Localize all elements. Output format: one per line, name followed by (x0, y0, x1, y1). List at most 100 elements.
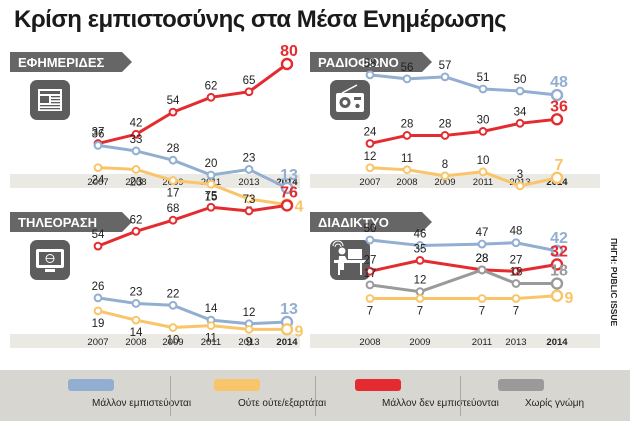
data-label-distrust: 54 (92, 229, 105, 241)
newspaper-line (40, 108, 60, 110)
data-label-distrust: 62 (130, 214, 143, 226)
data-point-distrust (206, 202, 216, 212)
radio-knob (355, 103, 360, 109)
data-label-neither: 11 (205, 333, 217, 345)
panel-label-bg (310, 212, 432, 232)
series-line-distrust (96, 203, 289, 248)
data-point-noanswer (477, 265, 487, 275)
data-label-trust: 33 (130, 134, 143, 146)
data-point-neither (550, 171, 564, 185)
x-tick-label: 2007 (87, 337, 108, 348)
desk-leg (360, 263, 362, 275)
data-label-distrust: 27 (364, 254, 377, 266)
x-tick-label: 2011 (201, 337, 221, 348)
charts-canvas: ΕΦΗΜΕΡΙΔΕΣ200720082009201120132014374254… (10, 43, 600, 348)
data-label-trust: 47 (476, 227, 489, 239)
data-label-neither: 9 (246, 336, 252, 348)
data-point-neither (131, 165, 141, 174)
legend-label: Μάλλον δεν εμπιστεύονται (382, 398, 499, 409)
data-point-neither (415, 294, 425, 303)
data-label-trust: 50 (514, 74, 527, 86)
data-point-trust (93, 293, 103, 303)
data-label-noanswer: 12 (414, 275, 427, 287)
series-line-trust (96, 143, 289, 190)
x-axis-band (10, 174, 300, 188)
data-point-distrust (244, 206, 254, 216)
series-line-trust (368, 73, 559, 97)
data-point-trust (515, 86, 525, 96)
data-label-distrust: 54 (167, 95, 180, 107)
wifi-signal (334, 243, 342, 248)
data-point-neither (402, 165, 412, 175)
data-point-trust (206, 170, 216, 180)
data-label-neither: 12 (364, 151, 377, 163)
panel-label: ΔΙΑΔΙΚΤΥΟ (318, 215, 389, 230)
radio-dial (354, 97, 361, 100)
series-line-neither (368, 166, 559, 188)
data-label-trust: 58 (364, 58, 377, 70)
radio-antenna (341, 84, 358, 94)
data-label-neither: 8 (442, 159, 448, 171)
legend: Μάλλον εμπιστεύονται Ούτε ούτε/εξαρτάται Μ… (0, 370, 630, 421)
data-label-distrust: 73 (243, 194, 256, 206)
data-label-distrust: 27 (510, 254, 523, 266)
data-label-trust: 13 (280, 167, 298, 184)
data-point-trust (415, 241, 425, 250)
data-point-neither (206, 179, 216, 189)
source-note-text: ΠΗΓΗ: PUBLIC ISSUE (609, 238, 619, 327)
x-tick-label: 2013 (238, 177, 259, 188)
panel-1: ΕΦΗΜΕΡΙΔΕΣ200720082009201120132014374254… (10, 43, 304, 218)
legend-label: Μάλλον εμπιστεύονται (92, 398, 192, 409)
data-point-distrust (280, 57, 294, 71)
tv-icon (30, 240, 70, 280)
data-label-distrust: 68 (167, 203, 180, 215)
data-label-neither: 15 (205, 191, 218, 203)
data-point-noanswer (511, 279, 521, 288)
data-label-trust: 48 (510, 226, 523, 238)
data-point-distrust (511, 266, 521, 276)
data-point-trust (478, 84, 488, 94)
data-point-distrust (550, 113, 564, 126)
x-tick-label: 2008 (396, 177, 417, 188)
data-point-neither (244, 194, 254, 204)
x-tick-label: 2014 (276, 337, 298, 348)
newspaper-line (51, 99, 60, 101)
x-tick-label: 2011 (472, 337, 492, 348)
data-point-trust (244, 165, 254, 174)
x-tick-label: 2011 (473, 177, 493, 188)
data-point-trust (280, 181, 294, 195)
x-tick-label: 2008 (125, 177, 146, 188)
data-label-trust: 48 (550, 74, 568, 91)
data-label-trust: 56 (401, 62, 414, 74)
panel-label-bg (310, 52, 432, 72)
data-point-trust (93, 141, 103, 150)
data-label-neither: 11 (401, 153, 413, 165)
data-label-trust: 12 (243, 307, 256, 319)
x-tick-label: 2007 (359, 177, 380, 188)
data-point-distrust (515, 118, 525, 128)
panel-label-bg (10, 52, 132, 72)
data-label-trust: 14 (205, 303, 218, 315)
data-point-neither (365, 163, 375, 173)
data-point-neither (244, 324, 254, 334)
data-point-trust (168, 155, 178, 165)
data-point-neither (206, 321, 216, 331)
data-point-trust (365, 70, 375, 80)
data-label-distrust: 24 (364, 127, 377, 139)
panel-3: ΤΗΛΕΟΡΑΣΗ 2007 2008 2009 2011 2013 2014 54 62 68 7… (10, 184, 304, 348)
legend-divider (315, 376, 316, 416)
data-label-neither: 17 (167, 188, 180, 200)
data-point-trust (440, 72, 450, 82)
data-label-trust: 23 (243, 152, 256, 164)
data-label-distrust: 42 (130, 117, 143, 129)
data-point-neither (93, 163, 103, 173)
x-tick-label: 2008 (359, 337, 380, 348)
data-point-trust (402, 74, 412, 84)
legend-label: Χωρίς γνώμη (525, 398, 585, 409)
data-label-distrust: 30 (477, 114, 490, 126)
data-point-distrust (131, 226, 141, 236)
data-point-distrust (365, 266, 375, 276)
panel-label: ΕΦΗΜΕΡΙΔΕΣ (18, 55, 105, 70)
x-tick-label: 2013 (505, 337, 526, 348)
newspaper-photo (40, 96, 49, 103)
